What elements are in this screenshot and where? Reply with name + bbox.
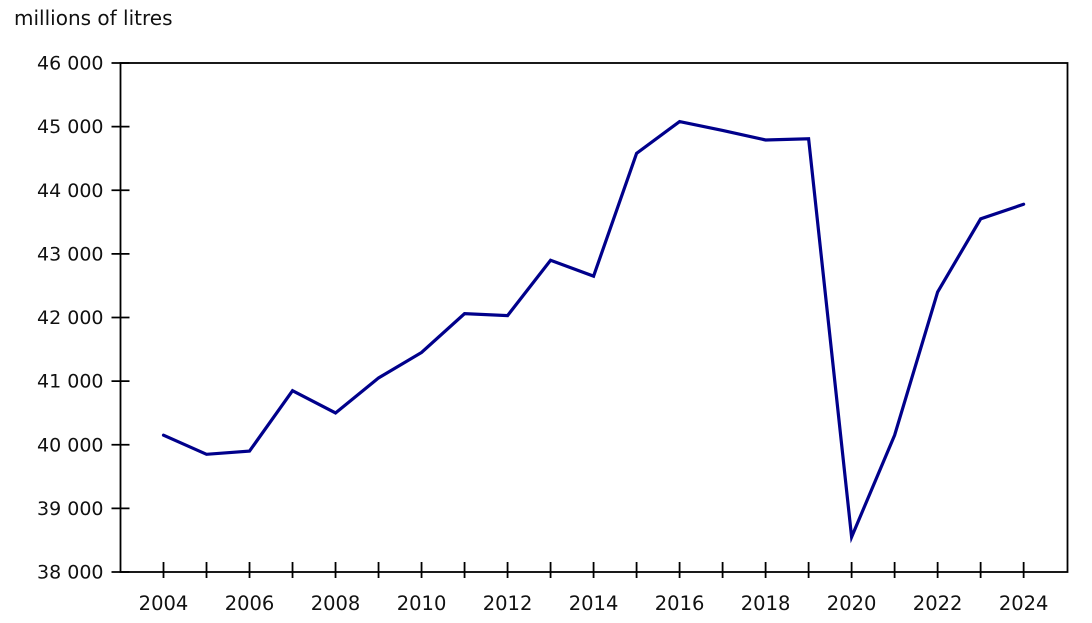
chart-title: millions of litres	[14, 6, 173, 30]
x-tick-label: 2014	[569, 592, 619, 615]
x-tick-label: 2008	[311, 592, 361, 615]
x-tick-label: 2020	[827, 592, 877, 615]
plot-border	[119, 62, 1069, 573]
x-tick-label: 2012	[483, 592, 533, 615]
y-tick-label: 38 000	[37, 562, 103, 584]
y-tick-label: 44 000	[37, 180, 103, 202]
y-tick-label: 41 000	[37, 371, 103, 393]
y-tick-label: 40 000	[37, 434, 103, 456]
y-tick-label: 46 000	[37, 53, 103, 75]
x-tick-label: 2006	[225, 592, 275, 615]
x-tick-label: 2010	[397, 592, 447, 615]
y-tick-label: 42 000	[37, 307, 103, 329]
x-tick-label: 2024	[999, 592, 1049, 615]
y-tick-label: 39 000	[37, 498, 103, 520]
series-line	[161, 119, 1026, 544]
x-tick-label: 2018	[741, 592, 791, 615]
x-tick-label: 2022	[913, 592, 963, 615]
y-tick-label: 45 000	[37, 116, 103, 138]
y-tick-label: 43 000	[37, 243, 103, 265]
x-tick-label: 2016	[655, 592, 705, 615]
x-tick-label: 2004	[139, 592, 189, 615]
